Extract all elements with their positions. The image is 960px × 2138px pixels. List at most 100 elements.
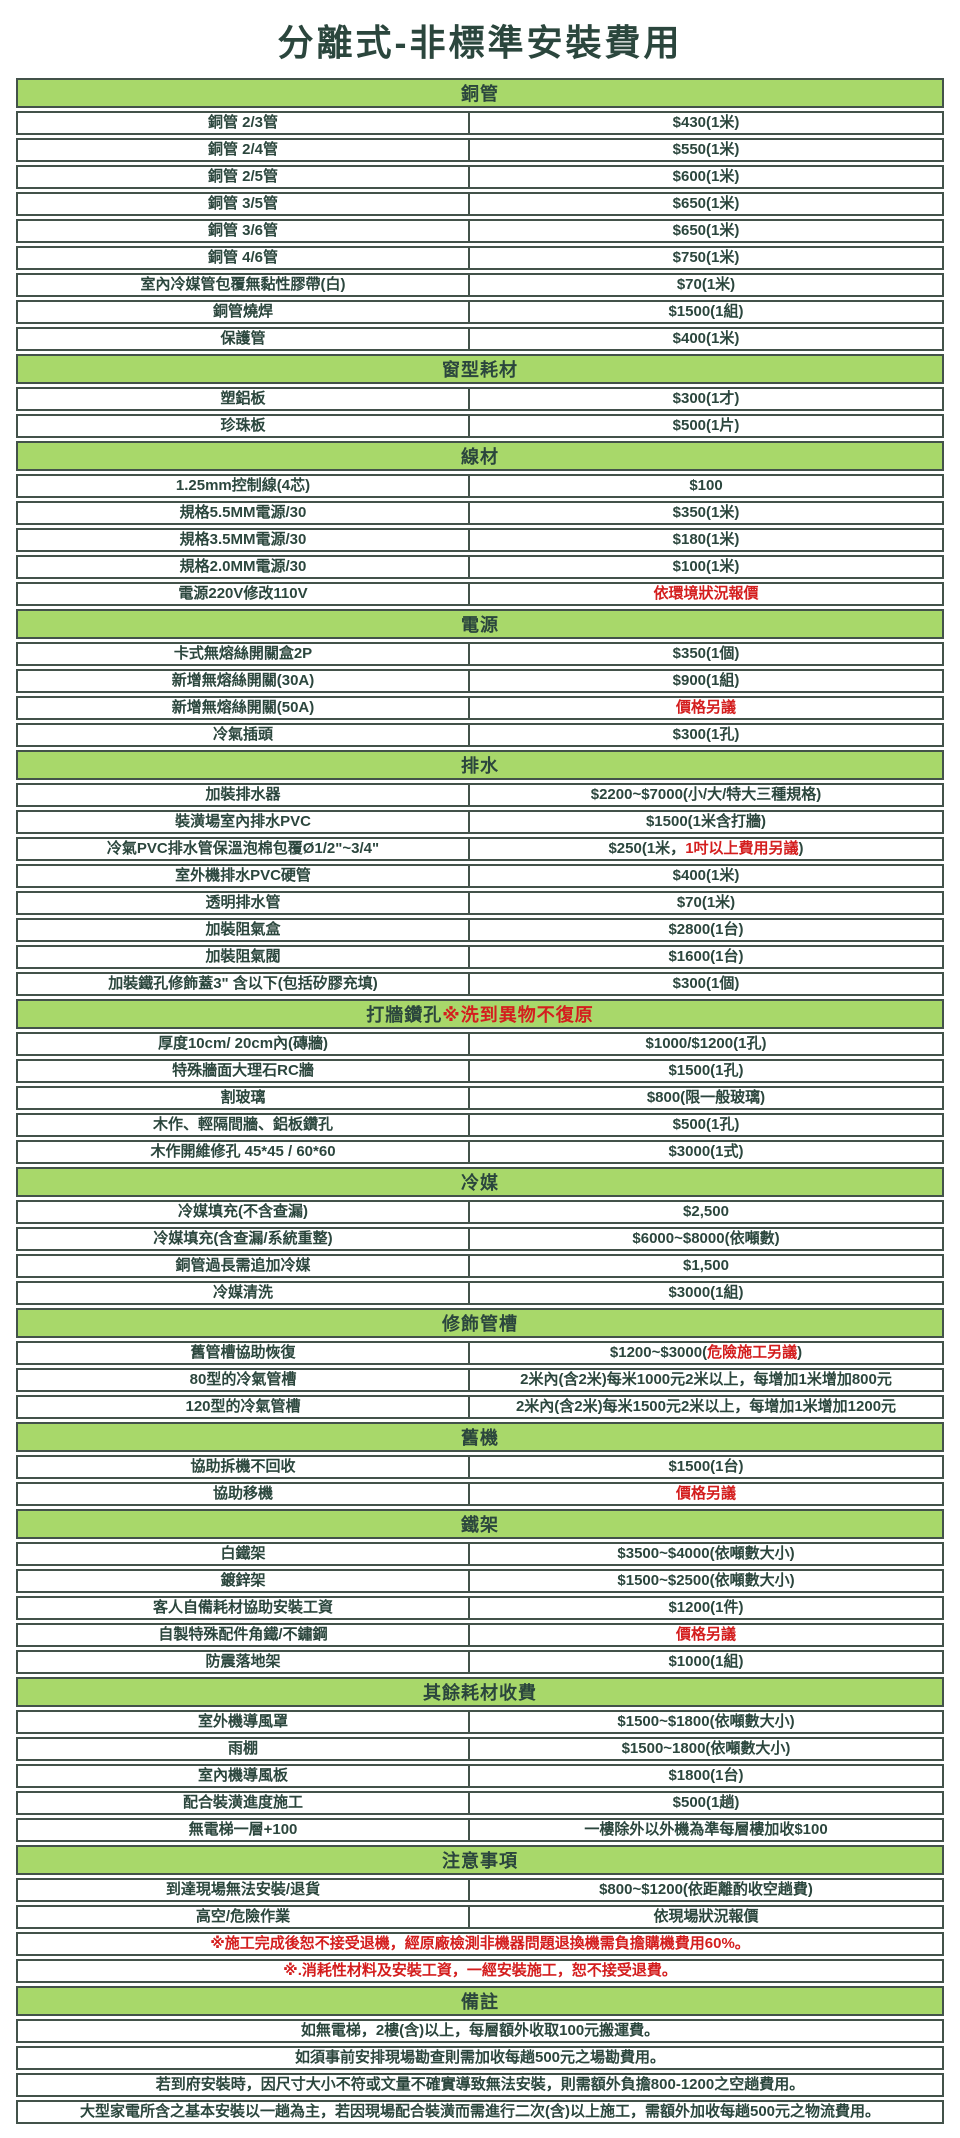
item-label-cell: 室外機導風罩: [18, 1712, 470, 1732]
price-text: ): [798, 840, 804, 858]
item-label-text: 自製特殊配件角鐵/不鏽鋼: [158, 1626, 328, 1644]
price-text: $1500~$1800(依噸數大小): [617, 1713, 795, 1731]
price-text: $350(1米): [672, 504, 740, 522]
item-label-text: 室外機排水PVC硬管: [175, 867, 311, 885]
price-text: $1600(1台): [668, 948, 744, 966]
price-text: $250(1米，: [608, 840, 686, 858]
fee-row: 透明排水管 $70(1米): [16, 891, 944, 915]
price-cell: $1500~1800(依噸數大小): [470, 1739, 942, 1759]
fee-row: 配合裝潢進度施工 $500(1趟): [16, 1791, 944, 1815]
fee-row: 加裝排水器 $2200~$7000(小/大/特大三種規格): [16, 783, 944, 807]
section-header-text: 冷媒: [461, 1173, 499, 1193]
section-header-row: 其餘耗材收費: [16, 1677, 944, 1707]
item-label-cell: 自製特殊配件角鐵/不鏽鋼: [18, 1625, 470, 1645]
price-cell: $300(1才): [470, 389, 942, 409]
page-title: 分離式-非標準安裝費用: [277, 22, 683, 63]
note-text: 若到府安裝時，因尺寸大小不符或文量不確實導致無法安裝，則需額外負擔800-120…: [155, 2076, 805, 2094]
price-cell: $1200~$3000(危險施工另議): [470, 1343, 942, 1363]
section-header-row: 備註: [16, 1986, 944, 2016]
item-label-text: 珍珠板: [220, 417, 266, 435]
item-label-cell: 加裝鐵孔修飾蓋3" 含以下(包括矽膠充填): [18, 974, 470, 994]
note-cell: 若到府安裝時，因尺寸大小不符或文量不確實導致無法安裝，則需額外負擔800-120…: [18, 2075, 942, 2095]
item-label-cell: 冷媒填充(含查漏/系統重整): [18, 1229, 470, 1249]
price-cell: $1200(1件): [470, 1598, 942, 1618]
price-text: $100: [689, 477, 723, 495]
price-cell: $100(1米): [470, 557, 942, 577]
item-label-cell: 銅管燒焊: [18, 302, 470, 322]
price-cell: $300(1個): [470, 974, 942, 994]
note-text: 如無電梯，2樓(含)以上，每層額外收取100元搬運費。: [300, 2022, 660, 2040]
price-cell: $1800(1台): [470, 1766, 942, 1786]
price-text: $3500~$4000(依噸數大小): [617, 1545, 795, 1563]
item-label-cell: 卡式無熔絲開關盒2P: [18, 644, 470, 664]
price-text: $300(1才): [672, 390, 740, 408]
item-label-cell: 木作、輕隔間牆、鋁板鑽孔: [18, 1115, 470, 1135]
note-text: 如須事前安排現場勘查則需加收每趟500元之場勘費用。: [294, 2049, 666, 2067]
item-label-text: 規格2.0MM電源/30: [179, 558, 307, 576]
fee-row: 塑鋁板 $300(1才): [16, 387, 944, 411]
item-label-text: 銅管過長需追加冷媒: [175, 1257, 311, 1275]
item-label-text: 銅管 2/5管: [207, 168, 279, 186]
item-label-text: 冷氣PVC排水管保溫泡棉包覆Ø1/2"~3/4": [106, 840, 380, 858]
item-label-text: 鍍鋅架: [220, 1572, 266, 1590]
item-label-text: 規格3.5MM電源/30: [179, 531, 307, 549]
price-cell: $1,500: [470, 1256, 942, 1276]
price-text: $300(1個): [672, 975, 740, 993]
price-cell: $350(1米): [470, 503, 942, 523]
item-label-cell: 木作開維修孔 45*45 / 60*60: [18, 1142, 470, 1162]
section-header-row: 窗型耗材: [16, 354, 944, 384]
price-text: ): [797, 1344, 803, 1362]
price-text: $1000(1組): [668, 1653, 744, 1671]
price-cell: $600(1米): [470, 167, 942, 187]
item-label-text: 加裝鐵孔修飾蓋3" 含以下(包括矽膠充填): [108, 975, 378, 993]
item-label-text: 木作開維修孔 45*45 / 60*60: [150, 1143, 336, 1161]
price-cell: $400(1米): [470, 329, 942, 349]
item-label-text: 特殊牆面大理石RC牆: [172, 1062, 314, 1080]
item-label-text: 配合裝潢進度施工: [182, 1794, 303, 1812]
price-text: 一樓除外以外機為準每層樓加收$100: [584, 1821, 828, 1839]
price-cell: $550(1米): [470, 140, 942, 160]
item-label-cell: 珍珠板: [18, 416, 470, 436]
price-text: $2200~$7000(小/大/特大三種規格): [590, 786, 822, 804]
note-row: 如須事前安排現場勘查則需加收每趟500元之場勘費用。: [16, 2046, 944, 2070]
note-row: 如無電梯，2樓(含)以上，每層額外收取100元搬運費。: [16, 2019, 944, 2043]
fee-row: 室外機排水PVC硬管 $400(1米): [16, 864, 944, 888]
price-text: $180(1米): [672, 531, 740, 549]
price-red-text: 價格另議: [675, 1485, 736, 1503]
price-text: $430(1米): [672, 114, 740, 132]
fee-row: 銅管 2/3管 $430(1米): [16, 111, 944, 135]
price-cell: $70(1米): [470, 275, 942, 295]
price-cell: $400(1米): [470, 866, 942, 886]
item-label-cell: 割玻璃: [18, 1088, 470, 1108]
item-label-text: 裝潢場室內排水PVC: [175, 813, 311, 831]
item-label-cell: 銅管 3/6管: [18, 221, 470, 241]
item-label-cell: 鍍鋅架: [18, 1571, 470, 1591]
fee-row: 防震落地架 $1000(1組): [16, 1650, 944, 1674]
price-cell: 依環境狀況報價: [470, 584, 942, 604]
price-cell: $1500(1台): [470, 1457, 942, 1477]
note-cell: 如須事前安排現場勘查則需加收每趟500元之場勘費用。: [18, 2048, 942, 2068]
item-label-text: 高空/危險作業: [195, 1908, 291, 1926]
item-label-text: 卡式無熔絲開關盒2P: [173, 645, 313, 663]
price-text: $70(1米): [676, 894, 736, 912]
fee-row: 加裝阻氣閥 $1600(1台): [16, 945, 944, 969]
item-label-text: 電源220V修改110V: [178, 585, 308, 603]
price-text: $1500(1組): [668, 303, 744, 321]
note-cell: ※.消耗性材料及安裝工資，一經安裝施工，恕不接受退費。: [18, 1961, 942, 1981]
item-label-text: 加裝排水器: [205, 786, 281, 804]
item-label-text: 厚度10cm/ 20cm內(磚牆): [157, 1035, 329, 1053]
price-text: $550(1米): [672, 141, 740, 159]
fee-row: 裝潢場室內排水PVC $1500(1米含打牆): [16, 810, 944, 834]
section-header-row: 修飾管槽: [16, 1308, 944, 1338]
fee-row: 銅管 2/5管 $600(1米): [16, 165, 944, 189]
price-cell: $70(1米): [470, 893, 942, 913]
item-label-text: 保護管: [220, 330, 266, 348]
fee-row: 室內機導風板 $1800(1台): [16, 1764, 944, 1788]
note-cell: 大型家電所含之基本安裝以一趟為主，若因現場配合裝潢而需進行二次(含)以上施工，需…: [18, 2102, 942, 2122]
price-red-text: 依環境狀況報價: [653, 585, 759, 603]
price-text: $3000(1組): [668, 1284, 744, 1302]
price-text: $1800(1台): [668, 1767, 744, 1785]
item-label-cell: 80型的冷氣管槽: [18, 1370, 470, 1390]
item-label-text: 塑鋁板: [220, 390, 266, 408]
item-label-cell: 120型的冷氣管槽: [18, 1397, 470, 1417]
